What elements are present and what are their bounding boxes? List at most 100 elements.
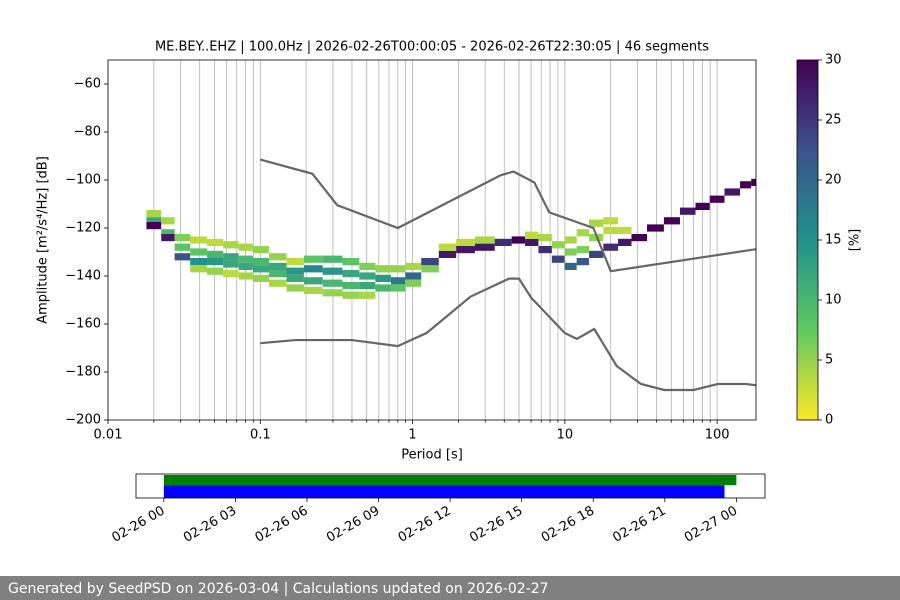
- heatmap-cell: [342, 258, 360, 266]
- y-tick-label: −180: [65, 365, 101, 380]
- heatmap-cell: [709, 195, 725, 203]
- heatmap-cell: [161, 234, 175, 242]
- heatmap-cell: [252, 265, 269, 273]
- x-tick-label: 02-26 09: [324, 504, 382, 546]
- colorbar-tick-label: 10: [825, 293, 842, 308]
- noise-model-line: [260, 277, 756, 392]
- heatmap-cell: [456, 246, 475, 254]
- heatmap-cell: [474, 236, 495, 244]
- x-tick-label: 0.01: [94, 428, 123, 443]
- heatmap-cell: [238, 243, 253, 251]
- heatmap-cell: [342, 291, 360, 299]
- coverage-bar: [163, 475, 737, 486]
- heatmap-cell: [146, 222, 162, 230]
- heatmap-cell: [375, 265, 391, 273]
- y-tick-label: −60: [74, 77, 101, 92]
- heatmap-cell: [603, 217, 619, 225]
- heatmap-cell: [390, 277, 406, 285]
- x-tick-label: 1: [408, 428, 416, 443]
- heatmap-cell: [564, 262, 577, 270]
- x-tick-label: 02-27 00: [682, 504, 740, 546]
- x-tick-label: 02-26 21: [610, 504, 668, 546]
- heatmap-cell: [525, 238, 539, 246]
- heatmap-cell: [494, 238, 512, 246]
- colorbar-tick-label: 15: [825, 233, 842, 248]
- heatmap-cell: [421, 265, 439, 273]
- heatmap-cell: [551, 241, 565, 249]
- axes-frame: [107, 59, 757, 421]
- heatmap-cell: [174, 234, 191, 242]
- y-tick-label: −200: [65, 413, 101, 428]
- heatmap-cell: [252, 246, 269, 254]
- heatmap-cell: [223, 241, 239, 249]
- heatmap-cell: [223, 270, 239, 278]
- heatmap-cell: [359, 272, 376, 280]
- heatmap-cell: [207, 238, 224, 246]
- heatmap-cell: [207, 267, 224, 275]
- y-tick-label: −120: [65, 221, 101, 236]
- heatmap-cell: [286, 284, 304, 292]
- x-tick-label: 100: [705, 428, 730, 443]
- x-tick-label: 02-26 18: [539, 504, 597, 546]
- heatmap-cell: [322, 267, 343, 275]
- heatmap-cell: [538, 234, 552, 242]
- footer-bar: [0, 576, 900, 600]
- heatmap-cell: [438, 250, 457, 258]
- heatmap-cell: [375, 274, 391, 282]
- colorbar-tick-label: 25: [825, 113, 842, 128]
- heatmap-cell: [576, 258, 590, 266]
- heatmap-cell: [538, 246, 552, 254]
- heatmap-cell: [663, 217, 680, 225]
- heatmap-cell: [342, 270, 360, 278]
- heatmap-cell: [751, 178, 756, 186]
- y-tick-label: −140: [65, 269, 101, 284]
- heatmap-cell: [551, 255, 565, 263]
- heatmap-cell: [647, 224, 664, 232]
- heatmap-cell: [390, 284, 406, 292]
- heatmap-cell: [223, 253, 239, 261]
- plot-area: [108, 60, 756, 420]
- heatmap-cell: [576, 246, 590, 254]
- chart-title: ME.BEY..EHZ | 100.0Hz | 2026-02-26T00:00…: [155, 40, 709, 55]
- heatmap-cell: [405, 262, 422, 270]
- heatmap-cell: [375, 284, 391, 292]
- heatmap-cell: [322, 279, 343, 287]
- heatmap-cell: [631, 234, 648, 242]
- heatmap-cell: [724, 188, 741, 196]
- colorbar-tick-label: 30: [825, 53, 842, 68]
- heatmap-cell: [286, 258, 304, 266]
- heatmap-cell: [359, 291, 376, 299]
- heatmap-cell: [223, 260, 239, 268]
- heatmap-cell: [474, 243, 495, 251]
- heatmap-cell: [303, 265, 323, 273]
- noise-model-line: [259, 158, 756, 273]
- x-tick-label: 02-26 15: [467, 504, 525, 546]
- x-tick-label: 02-26 03: [181, 504, 239, 546]
- heatmap-cell: [695, 202, 710, 210]
- colorbar-tick-label: 20: [825, 173, 842, 188]
- heatmap-cell: [679, 207, 696, 215]
- y-tick-label: −100: [65, 173, 101, 188]
- colorbar-tick-label: 0: [825, 413, 833, 428]
- heatmap-cell: [322, 289, 343, 297]
- y-tick-label: −80: [74, 125, 101, 140]
- heatmap-cell: [161, 229, 175, 237]
- heatmap-cell: [161, 217, 175, 225]
- heatmap-cell: [174, 253, 191, 261]
- heatmap-cell: [238, 255, 253, 263]
- heatmap-cell: [146, 217, 162, 225]
- heatmap-cell: [238, 262, 253, 270]
- heatmap-cell: [359, 262, 376, 270]
- heatmap-cell: [589, 219, 604, 227]
- heatmap-cell: [252, 258, 269, 266]
- heatmap-cell: [405, 272, 422, 280]
- heatmap-cell: [190, 265, 208, 273]
- heatmap-cell: [390, 265, 406, 273]
- y-tick-label: −160: [65, 317, 101, 332]
- heatmap-cell: [618, 226, 632, 234]
- heatmap-cell: [359, 282, 376, 290]
- heatmap-cell: [740, 181, 752, 189]
- heatmap-cell: [564, 236, 577, 244]
- heatmap-cell: [405, 279, 422, 287]
- heatmap-cell: [207, 258, 224, 266]
